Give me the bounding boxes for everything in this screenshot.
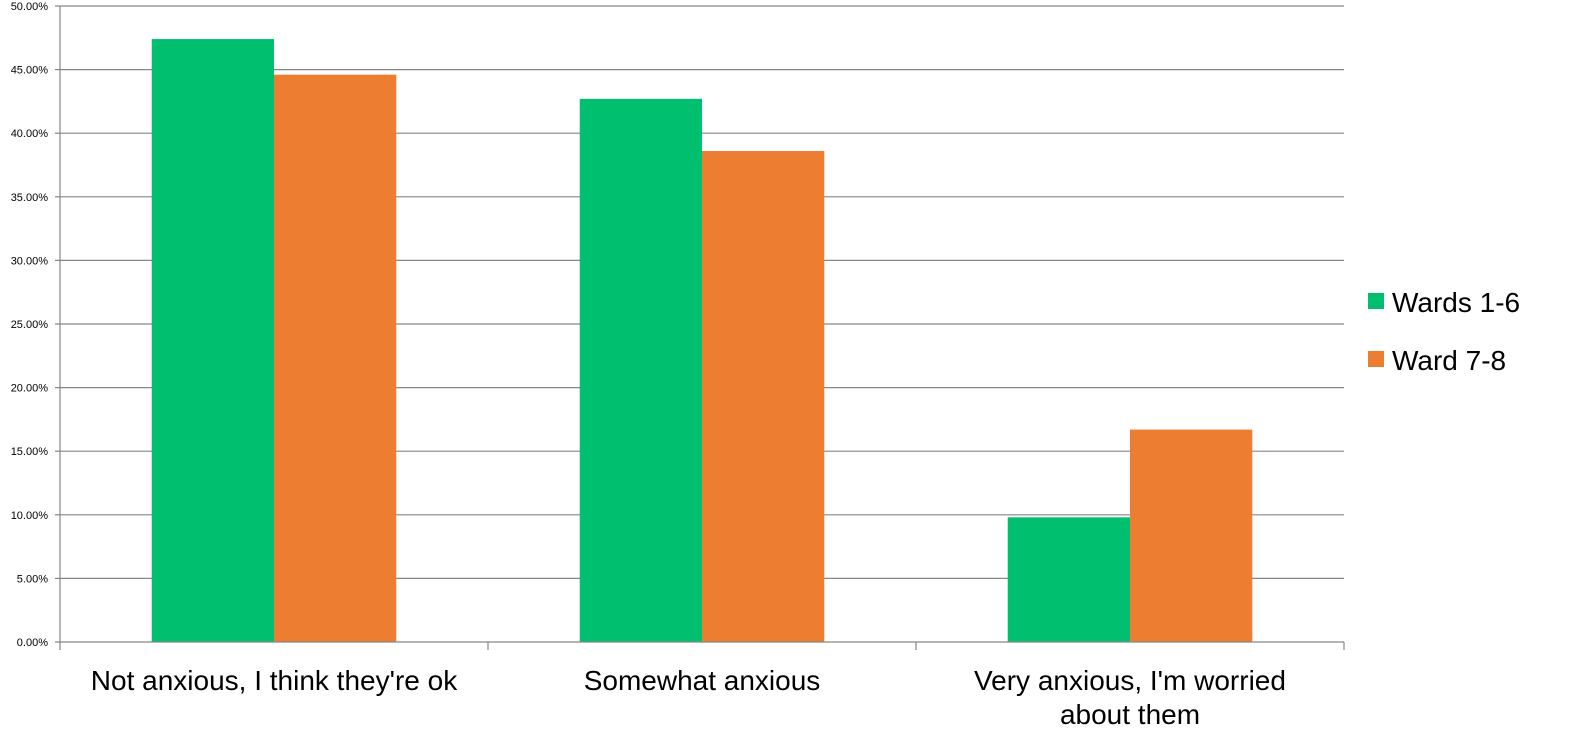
y-tick-label: 15.00%	[11, 446, 49, 458]
x-category-label-line: about them	[1060, 699, 1200, 730]
y-tick-label: 20.00%	[11, 383, 49, 395]
y-tick-label: 35.00%	[11, 192, 49, 204]
x-category-label: Somewhat anxious	[584, 665, 821, 696]
bar-wards-1-6-1	[579, 98, 702, 642]
bar-ward-7-8-2	[1130, 429, 1253, 642]
y-tick-label: 25.00%	[11, 319, 49, 331]
bars	[151, 39, 1253, 643]
bar-wards-1-6-0	[151, 39, 274, 642]
bar-ward-7-8-1	[702, 151, 825, 642]
x-category-label: Very anxious, I'm worried about them	[974, 665, 1286, 730]
y-tick-label: 30.00%	[11, 255, 49, 267]
y-tick-label: 5.00%	[17, 573, 48, 585]
x-category-label: Not anxious, I think they're ok	[91, 665, 458, 696]
legend-label: Ward 7-8	[1392, 345, 1506, 376]
y-tick-label: 40.00%	[11, 128, 49, 140]
x-axis-category-labels: Not anxious, I think they're ok Somewhat …	[91, 665, 1286, 730]
legend-swatch	[1368, 351, 1384, 367]
x-category-label-line: Not anxious, I think they're ok	[91, 665, 458, 696]
x-category-label-line: Somewhat anxious	[584, 665, 821, 696]
axes	[55, 5, 1345, 650]
x-category-label-line: Very anxious, I'm worried	[974, 665, 1286, 696]
bar-wards-1-6-2	[1007, 517, 1130, 642]
legend-label: Wards 1-6	[1392, 287, 1520, 318]
y-axis-tick-labels: 0.00% 5.00% 10.00% 15.00% 20.00% 25.00% 30.00%…	[11, 1, 49, 649]
legend-swatch	[1368, 293, 1384, 309]
y-tick-label: 0.00%	[17, 637, 48, 649]
y-tick-label: 10.00%	[11, 510, 49, 522]
legend: Wards 1-6 Ward 7-8	[1368, 287, 1520, 376]
bar-ward-7-8-0	[274, 74, 397, 643]
y-tick-label: 45.00%	[11, 65, 49, 77]
y-tick-label: 50.00%	[11, 1, 49, 13]
